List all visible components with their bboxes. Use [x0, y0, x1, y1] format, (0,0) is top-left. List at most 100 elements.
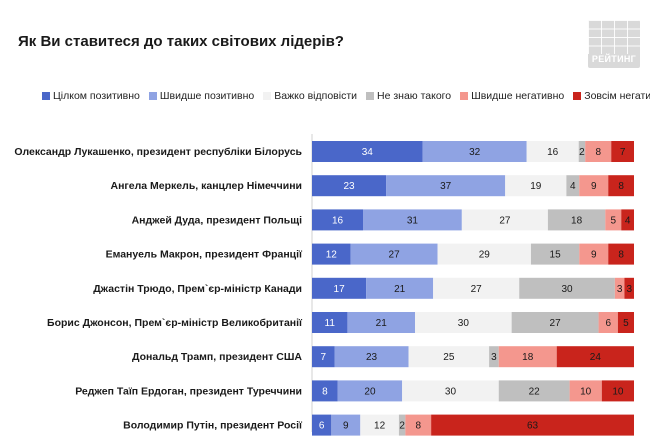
bar-segment: [437, 243, 531, 265]
data-label: 9: [343, 421, 349, 432]
bar-segment: [312, 380, 338, 402]
data-label: 8: [595, 147, 601, 158]
bar-segment: [422, 141, 527, 162]
category-label: Емануель Макрон, президент Франції: [106, 249, 303, 261]
legend-label: Швидше негативно: [471, 90, 565, 102]
bar-segment: [334, 346, 409, 368]
legend-swatch: [263, 92, 272, 100]
bar-segment: [386, 175, 506, 197]
data-label: 25: [443, 352, 455, 363]
logo-grid-pattern: [588, 20, 640, 54]
chart-title: Як Ви ставитеся до таких світових лідері…: [18, 33, 344, 50]
bar-segment: [312, 209, 364, 231]
bar-segment: [579, 175, 609, 197]
data-label: 3: [617, 284, 623, 295]
bar-segment: [433, 277, 520, 299]
legend-swatch: [148, 92, 157, 100]
bar-segment: [408, 346, 490, 368]
category-label: Ангела Меркель, канцлер Німеччини: [110, 180, 302, 192]
data-label: 16: [332, 215, 344, 226]
category-label: Олександр Лукашенко, президент республік…: [14, 146, 302, 158]
data-label: 27: [499, 215, 511, 226]
bar-segment: [347, 312, 416, 333]
bar-segment: [366, 277, 434, 299]
reyting-logo: РЕЙТИНГ: [588, 20, 640, 68]
legend-item-5: Зовсім негативно: [573, 90, 650, 102]
bar-segment: [312, 312, 348, 333]
data-label: 16: [547, 147, 559, 158]
chart-legend: Цілком позитивно Швидше позитивно Важко ві…: [42, 89, 650, 103]
data-label: 17: [334, 284, 346, 295]
data-label: 7: [320, 352, 326, 363]
legend-item-2: Важко відповісти: [263, 90, 357, 102]
data-label: 3: [491, 352, 497, 363]
legend-item-0: Цілком позитивно: [42, 90, 140, 102]
data-label: 21: [394, 284, 406, 295]
category-label: Володимир Путін, президент Росії: [123, 420, 303, 432]
bar-segment: [547, 209, 606, 231]
bar-segment: [312, 243, 351, 265]
legend-swatch: [573, 92, 582, 100]
data-label: 8: [322, 386, 328, 397]
legend-label: Зовсім негативно: [584, 90, 650, 102]
logo-text: РЕЙТИНГ: [591, 54, 637, 64]
bar-segment: [519, 277, 615, 299]
data-label: 23: [366, 352, 378, 363]
category-label: Дональд Трамп, президент США: [132, 351, 302, 363]
legend-label: Важко відповісти: [274, 90, 357, 102]
legend-label: Швидше позитивно: [159, 90, 255, 102]
data-label: 27: [550, 318, 562, 329]
data-label: 11: [325, 318, 336, 329]
bar-segment: [312, 277, 367, 299]
legend-item-4: Швидше негативно: [460, 90, 564, 102]
bar-segment: [621, 209, 634, 231]
bar-segment: [617, 312, 634, 333]
bar-segment: [601, 380, 634, 402]
data-label: 15: [550, 250, 562, 261]
bar-segment: [312, 414, 332, 436]
bar-segment: [585, 141, 612, 162]
legend-item-3: Не знаю такого: [366, 90, 451, 102]
data-label: 4: [570, 181, 576, 192]
data-label: 31: [407, 215, 419, 226]
data-label: 63: [527, 421, 539, 432]
data-label: 18: [522, 352, 534, 363]
legend-swatch: [42, 92, 50, 100]
bar-segment: [489, 346, 499, 368]
category-label: Реджеп Таїп Ердоган, президент Туреччини: [75, 385, 302, 397]
bar-segment: [461, 209, 548, 231]
bar-segment: [337, 380, 403, 402]
category-label: Джастін Трюдо, Прем`єр-міністр Канади: [93, 283, 302, 295]
legend-item-1: Швидше позитивно: [148, 90, 255, 102]
legend-label: Не знаю такого: [377, 90, 452, 102]
bar-segment: [605, 209, 622, 231]
data-label: 6: [605, 318, 611, 329]
data-label: 10: [612, 386, 624, 397]
data-label: 32: [469, 147, 481, 158]
bar-segment: [614, 277, 625, 299]
data-label: 2: [579, 147, 585, 158]
data-label: 3: [626, 284, 632, 295]
data-label: 22: [529, 386, 541, 397]
category-label: Анджей Дуда, президент Польщі: [132, 214, 302, 226]
data-label: 5: [610, 215, 616, 226]
bar-segment: [331, 414, 361, 436]
legend-swatch: [366, 92, 374, 100]
bar-segment: [360, 414, 399, 436]
data-label: 8: [618, 250, 624, 261]
bar-segment: [405, 414, 432, 436]
data-label: 4: [625, 215, 631, 226]
bar-segment: [526, 141, 579, 162]
data-label: 12: [374, 421, 386, 432]
data-label: 37: [440, 181, 452, 192]
bar-segment: [505, 175, 567, 197]
data-label: 19: [530, 181, 542, 192]
data-label: 29: [479, 250, 491, 261]
data-label: 30: [561, 284, 573, 295]
bar-segment: [598, 312, 618, 333]
bar-segment: [312, 141, 423, 162]
data-label: 8: [618, 181, 624, 192]
bar-segment: [312, 175, 387, 197]
data-label: 2: [399, 421, 405, 432]
